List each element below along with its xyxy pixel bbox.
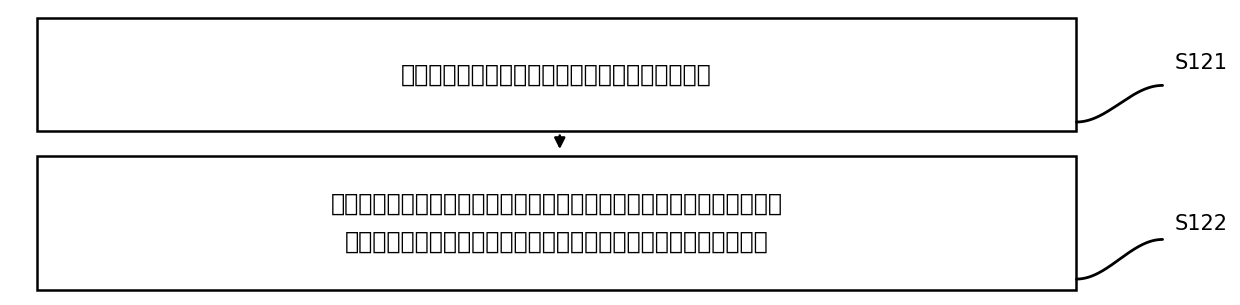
Text: S121: S121 [1174,52,1228,73]
Text: S122: S122 [1174,214,1228,234]
Text: 确定延时单元的级数以及各级延时单元的延时时长: 确定延时单元的级数以及各级延时单元的延时时长 [402,63,712,87]
FancyBboxPatch shape [37,18,1076,131]
Text: 将初始时间信号输入至对应级数的延时单元，延时单元对应延时时长对初
始时间信号进行延时，得到对应延时级数和延时时长的多个定时信号: 将初始时间信号输入至对应级数的延时单元，延时单元对应延时时长对初 始时间信号进行… [331,192,782,253]
FancyBboxPatch shape [37,156,1076,290]
